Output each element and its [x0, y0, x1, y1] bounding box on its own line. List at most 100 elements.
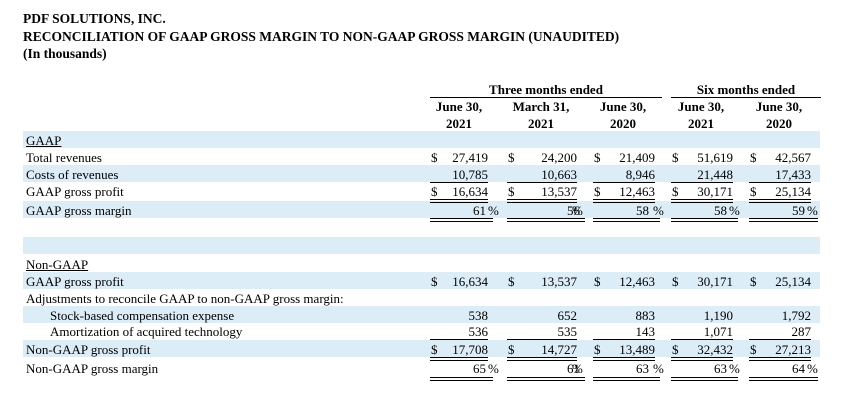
dollar-sign: $ [750, 184, 757, 199]
col-header-year: 2021 [688, 116, 714, 131]
row-band [23, 165, 820, 182]
cell-gaap-gross-profit: 13,537 [541, 184, 577, 199]
cell-amortization: 536 [468, 324, 489, 339]
dollar-sign: $ [750, 150, 757, 165]
cell-amortization: 287 [791, 324, 812, 339]
dollar-sign: $ [594, 342, 601, 357]
company-name: PDF SOLUTIONS, INC. [23, 11, 166, 26]
cell-gaap-gross-profit: 25,134 [775, 274, 811, 289]
cell-costs-of-revenues: 17,433 [775, 167, 811, 182]
cell-non-gaap-gross-profit: 17,708 [452, 342, 488, 357]
subtotal-rule [593, 339, 655, 340]
cell-costs-of-revenues: 10,785 [452, 167, 488, 182]
dollar-sign: $ [431, 184, 438, 199]
cell-stock-comp: 883 [635, 308, 656, 323]
cell-stock-comp: 652 [557, 308, 578, 323]
double-rule [749, 357, 811, 361]
row-label-total-revenues: Total revenues [26, 150, 102, 165]
cell-gaap-gross-profit: 13,537 [541, 274, 577, 289]
cell-non-gaap-gross-margin: 65 [473, 361, 486, 376]
double-rule [593, 218, 660, 222]
cell-gaap-gross-profit: 12,463 [619, 274, 655, 289]
dollar-sign: $ [431, 150, 438, 165]
percent-sign: % [729, 203, 740, 218]
cell-gaap-gross-margin: 56 [567, 203, 580, 218]
double-rule [671, 357, 733, 361]
row-label-non-gaap-gross-profit: Non-GAAP gross profit [26, 342, 151, 357]
subtotal-rule [671, 182, 733, 183]
double-rule [507, 218, 585, 222]
dollar-sign: $ [672, 342, 679, 357]
cell-gaap-gross-profit: 12,463 [619, 184, 655, 199]
cell-stock-comp: 1,190 [703, 308, 733, 323]
col-header-date: March 31, [512, 99, 570, 114]
row-band [23, 237, 820, 254]
cell-costs-of-revenues: 21,448 [697, 167, 733, 182]
row-label-non-gaap-gross-margin: Non-GAAP gross margin [26, 361, 159, 376]
section-label-non-gaap: Non-GAAP [26, 257, 89, 272]
cell-gaap-gross-profit: 16,634 [452, 184, 488, 199]
dollar-sign: $ [672, 274, 679, 289]
percent-sign: % [572, 203, 583, 218]
group-header-three-months: Three months ended [489, 82, 603, 97]
subtotal-rule [593, 182, 655, 183]
dollar-sign: $ [508, 150, 515, 165]
subtotal-rule [430, 339, 488, 340]
row-band [23, 306, 820, 323]
cell-amortization: 1,071 [703, 324, 733, 339]
col-header-year: 2020 [766, 116, 792, 131]
percent-sign: % [653, 203, 664, 218]
col-header-date: June 30, [755, 99, 803, 114]
dollar-sign: $ [594, 184, 601, 199]
dollar-sign: $ [594, 274, 601, 289]
cell-stock-comp: 1,792 [781, 308, 811, 323]
percent-sign: % [572, 361, 583, 376]
cell-gaap-gross-margin: 58 [714, 203, 727, 218]
subtotal-rule [749, 182, 811, 183]
col-header-year: 2020 [610, 116, 636, 131]
row-label-costs-of-revenues: Costs of revenues [26, 167, 119, 182]
row-label-gaap-gross-margin: GAAP gross margin [26, 203, 132, 218]
row-label-gaap-gross-profit: GAAP gross profit [26, 184, 124, 199]
dollar-sign: $ [431, 342, 438, 357]
cell-total-revenues: 21,409 [619, 150, 655, 165]
cell-gaap-gross-profit: 25,134 [775, 184, 811, 199]
units-note: (In thousands) [23, 46, 107, 61]
cell-total-revenues: 24,200 [541, 150, 577, 165]
col-header-year: 2021 [528, 116, 554, 131]
cell-total-revenues: 51,619 [697, 150, 733, 165]
cell-non-gaap-gross-margin: 63 [714, 361, 727, 376]
cell-costs-of-revenues: 8,946 [625, 167, 655, 182]
cell-total-revenues: 42,567 [775, 150, 811, 165]
double-rule [749, 377, 818, 381]
cell-non-gaap-gross-profit: 13,489 [619, 342, 655, 357]
row-band [23, 131, 820, 148]
dollar-sign: $ [508, 342, 515, 357]
cell-amortization: 143 [635, 324, 656, 339]
double-rule [593, 377, 660, 381]
row-band [23, 272, 820, 289]
dollar-sign: $ [431, 274, 438, 289]
double-rule [507, 357, 577, 361]
cell-non-gaap-gross-profit: 32,432 [697, 342, 733, 357]
row-label-gaap-gross-profit: GAAP gross profit [26, 274, 124, 289]
cell-gaap-gross-profit: 30,171 [697, 184, 733, 199]
cell-non-gaap-gross-profit: 14,727 [541, 342, 577, 357]
cell-gaap-gross-margin: 59 [792, 203, 805, 218]
double-rule [507, 199, 577, 203]
double-rule [749, 218, 818, 222]
dollar-sign: $ [672, 150, 679, 165]
double-rule [593, 357, 655, 361]
dollar-sign: $ [750, 274, 757, 289]
dollar-sign: $ [750, 342, 757, 357]
percent-sign: % [653, 361, 664, 376]
double-rule [671, 377, 738, 381]
percent-sign: % [807, 203, 818, 218]
double-rule [671, 218, 738, 222]
percent-sign: % [488, 203, 499, 218]
percent-sign: % [729, 361, 740, 376]
col-header-year: 2021 [446, 116, 472, 131]
cell-stock-comp: 538 [468, 308, 489, 323]
double-rule [430, 199, 488, 203]
cell-total-revenues: 27,419 [452, 150, 488, 165]
